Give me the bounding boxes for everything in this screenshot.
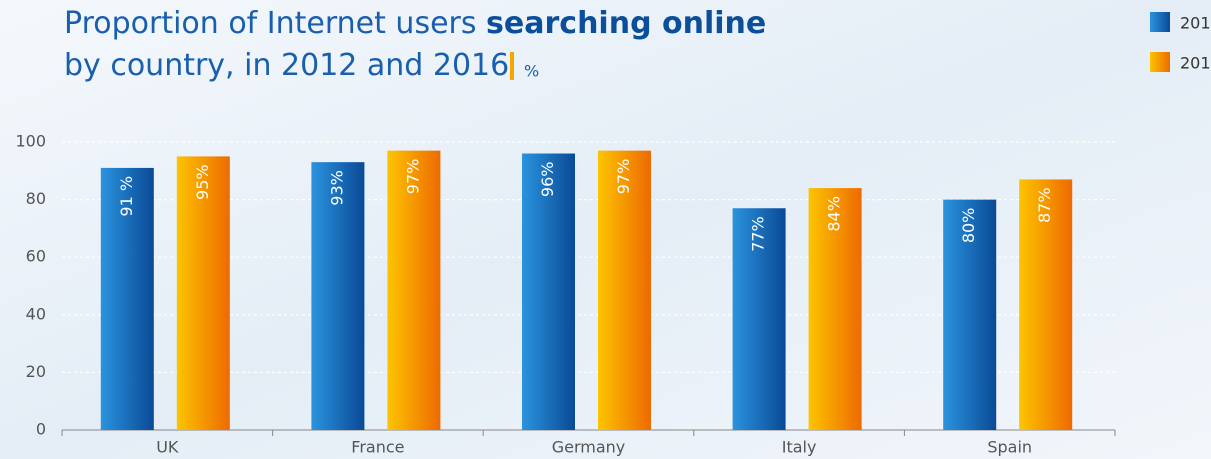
value-label: 84% (825, 196, 844, 232)
y-tick-label: 40 (26, 304, 46, 323)
y-tick-label: 100 (15, 132, 46, 151)
legend-label: 2012 (1180, 14, 1211, 33)
value-label: 95% (193, 164, 212, 200)
value-label: 87% (1035, 187, 1054, 223)
bar (311, 162, 365, 430)
title-part: Proportion of Internet users (64, 6, 477, 41)
unit: % (524, 62, 539, 81)
bar (176, 156, 230, 430)
y-tick-label: 60 (26, 247, 46, 266)
bar (100, 167, 154, 431)
value-label: 97% (614, 159, 633, 195)
y-tick-label: 0 (36, 420, 46, 439)
y-tick-label: 20 (26, 362, 46, 381)
x-tick-label: Spain (987, 438, 1032, 457)
bar (598, 150, 651, 430)
bar (808, 188, 862, 430)
value-label: 91 % (117, 176, 136, 217)
y-tick-label: 80 (26, 189, 46, 208)
value-label: 96% (538, 162, 557, 198)
title-emphasis: searching online (486, 6, 766, 41)
x-tick-label: Italy (782, 438, 817, 457)
title-part: by country, in 2012 and 2016 (64, 48, 509, 83)
legend-swatch (1150, 52, 1170, 72)
chart-subtitle: by country, in 2012 and 2016 (64, 48, 509, 83)
chart-title: Proportion of Internet users searching o… (64, 6, 766, 41)
value-label: 97% (403, 159, 422, 195)
value-label: 80% (959, 208, 978, 244)
x-tick-label: France (351, 438, 404, 457)
bar (732, 208, 786, 430)
x-tick-label: UK (156, 438, 179, 457)
bar (1019, 179, 1073, 430)
bar (943, 199, 997, 430)
bar (522, 153, 575, 430)
legend-swatch (1150, 12, 1170, 32)
value-label: 93% (327, 170, 346, 206)
x-tick-label: Germany (552, 438, 626, 457)
separator (510, 52, 514, 80)
legend-label: 2016 (1180, 54, 1211, 73)
bar (387, 150, 441, 430)
value-label: 77% (749, 216, 768, 252)
